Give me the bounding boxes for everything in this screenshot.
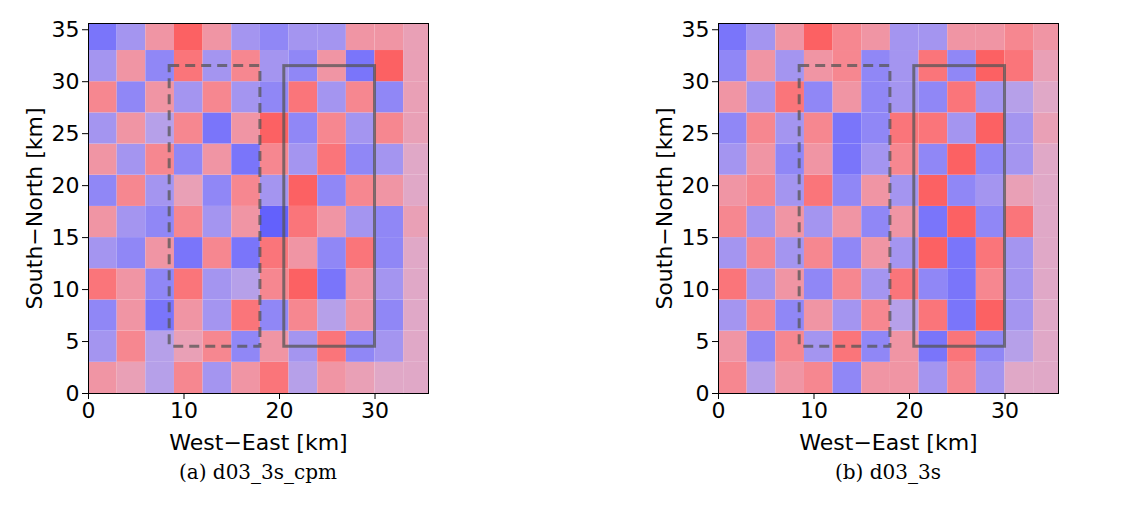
svg-text:25: 25 <box>682 121 710 146</box>
svg-text:South−North [km]: South−North [km] <box>652 107 677 309</box>
svg-text:10: 10 <box>170 398 198 423</box>
svg-text:30: 30 <box>52 69 80 94</box>
svg-text:0: 0 <box>66 381 80 406</box>
svg-text:West−East [km]: West−East [km] <box>799 430 977 455</box>
html-text:(a) d03_3s_cpm: (a) d03_3s_cpm <box>178 460 337 484</box>
svg-text:West−East [km]: West−East [km] <box>169 430 347 455</box>
svg-text:20: 20 <box>682 173 710 198</box>
svg-text:15: 15 <box>682 225 710 250</box>
svg-text:20: 20 <box>896 398 924 423</box>
svg-text:15: 15 <box>52 225 80 250</box>
svg-text:20: 20 <box>266 398 294 423</box>
svg-text:30: 30 <box>361 398 389 423</box>
svg-text:0: 0 <box>712 398 726 423</box>
html-text:(b) d03_3s: (b) d03_3s <box>835 460 941 484</box>
svg-text:0: 0 <box>696 381 710 406</box>
svg-text:10: 10 <box>52 277 80 302</box>
svg-text:35: 35 <box>52 17 80 42</box>
svg-text:10: 10 <box>682 277 710 302</box>
svg-text:30: 30 <box>682 69 710 94</box>
svg-text:30: 30 <box>991 398 1019 423</box>
svg-text:5: 5 <box>66 329 80 354</box>
svg-text:25: 25 <box>52 121 80 146</box>
svg-text:5: 5 <box>696 329 710 354</box>
svg-text:0: 0 <box>82 398 96 423</box>
svg-text:South−North [km]: South−North [km] <box>22 107 47 309</box>
svg-text:20: 20 <box>52 173 80 198</box>
svg-text:35: 35 <box>682 17 710 42</box>
svg-text:10: 10 <box>800 398 828 423</box>
